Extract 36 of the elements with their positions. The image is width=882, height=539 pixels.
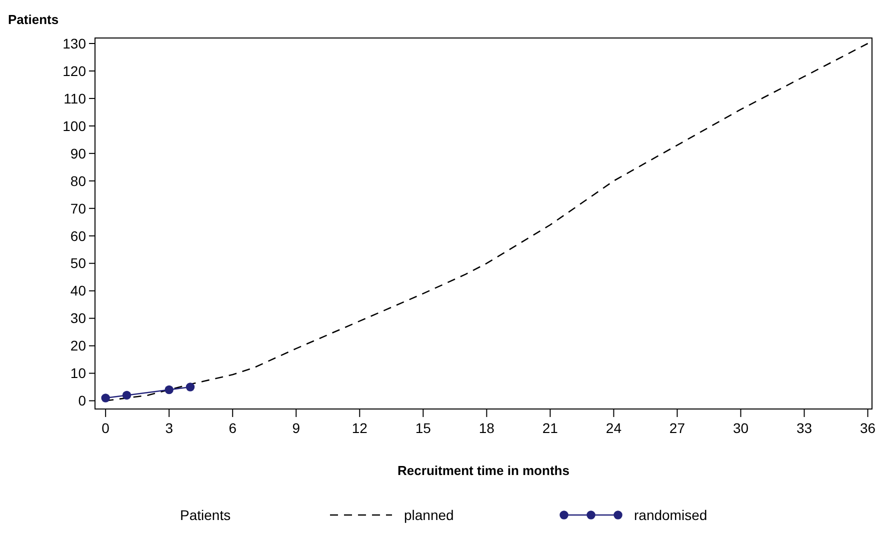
x-tick-label: 30 (732, 420, 749, 436)
y-tick-label: 100 (62, 118, 86, 134)
point (164, 385, 174, 394)
y-tick-label: 60 (70, 228, 86, 244)
x-tick-label: 18 (478, 420, 495, 436)
x-tick-label: 33 (796, 420, 812, 436)
x-tick-label: 27 (669, 420, 686, 436)
y-tick-label: 0 (78, 392, 86, 409)
legend-label: randomised (634, 507, 708, 523)
legend-label: planned (404, 507, 454, 523)
y-tick-label: 110 (64, 90, 86, 106)
x-tick-label: 21 (542, 420, 558, 436)
x-tick-label: 12 (352, 420, 368, 436)
x-tick-label: 3 (165, 420, 174, 436)
point (101, 394, 110, 402)
y-tick-label: 10 (70, 365, 86, 382)
y-tick-label: 70 (70, 200, 86, 216)
x-tick-label: 15 (415, 420, 432, 436)
x-axis-title: Recruitment time in months (398, 463, 570, 478)
y-tick-label: 40 (70, 282, 86, 299)
y-tick-label: 20 (70, 338, 86, 354)
y-tick-label: 130 (62, 35, 86, 52)
x-tick-label: 0 (102, 420, 110, 436)
point (122, 390, 132, 400)
y-tick-label: 120 (62, 62, 86, 79)
point (186, 382, 195, 392)
legend-title: Patients (180, 507, 231, 523)
y-tick-label: 90 (70, 145, 86, 162)
y-tick-label: 30 (70, 310, 86, 326)
x-tick-label: 24 (606, 420, 622, 436)
x-tick-label: 6 (228, 420, 237, 436)
y-tick-label: 50 (70, 255, 86, 272)
x-tick-label: 36 (860, 420, 876, 436)
y-axis-title: Patients (8, 12, 59, 27)
y-tick-label: 80 (70, 172, 86, 189)
x-tick-label: 9 (292, 420, 300, 436)
